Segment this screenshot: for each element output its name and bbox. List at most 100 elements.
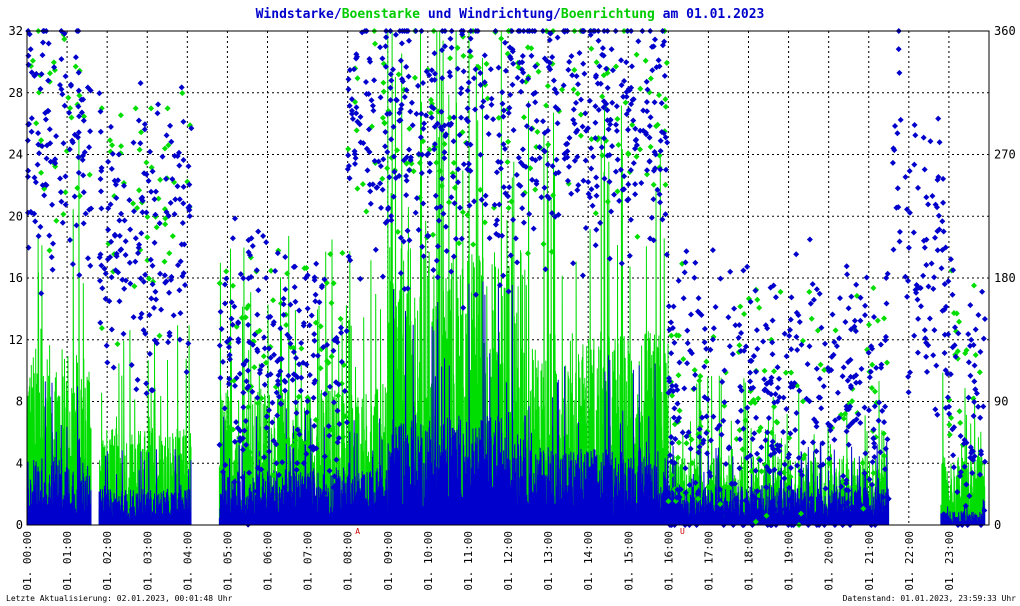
direction-point (826, 423, 833, 430)
direction-point (596, 63, 603, 70)
direction_gust-point (76, 193, 83, 199)
direction-point (447, 35, 454, 42)
direction-point (424, 232, 431, 239)
direction-point (707, 346, 714, 353)
direction-point (243, 357, 250, 364)
direction-point (441, 149, 448, 156)
direction-point (80, 220, 87, 227)
direction-point (397, 106, 404, 112)
direction-point (236, 370, 243, 377)
direction-point (255, 287, 262, 294)
direction-point (228, 299, 235, 306)
direction_gust-point (806, 288, 813, 295)
direction_gust-point (524, 250, 531, 257)
direction_gust-point (263, 359, 269, 366)
direction-point (327, 383, 333, 390)
x-tick-label: 01. 11:00 (462, 531, 475, 591)
direction-point (592, 242, 599, 249)
direction-point (877, 449, 884, 456)
direction-point (862, 312, 868, 319)
direction-point (519, 59, 526, 66)
direction_gust-point (243, 305, 250, 312)
direction-point (744, 263, 751, 270)
direction_gust-point (65, 94, 72, 101)
direction-point (243, 378, 250, 385)
direction-point (751, 430, 758, 437)
direction-point (292, 399, 299, 406)
direction-point (568, 53, 575, 60)
direction-point (681, 269, 688, 276)
direction-point (262, 518, 269, 525)
direction-point (403, 63, 410, 70)
direction-point (540, 118, 546, 125)
direction_gust-point (787, 473, 794, 480)
direction-point (517, 88, 524, 95)
direction-point (149, 387, 156, 394)
direction-point (80, 96, 87, 103)
direction-point (239, 474, 246, 481)
direction_gust-point (394, 228, 401, 235)
direction-point (220, 468, 226, 475)
direction-point (500, 272, 507, 279)
x-tick-label: 01. 09:00 (382, 531, 395, 591)
direction-point (646, 158, 653, 165)
direction-point (61, 30, 68, 37)
direction-point (688, 350, 695, 357)
direction_gust-point (956, 408, 963, 415)
direction-point (409, 122, 416, 129)
x-tick-label: 01. 12:00 (502, 531, 515, 591)
direction-point (62, 73, 69, 80)
direction_gust-point (748, 468, 755, 475)
x-tick-label: 01. 15:00 (622, 531, 635, 591)
direction-point (957, 433, 964, 439)
direction-point (281, 484, 288, 491)
direction-point (662, 134, 669, 141)
direction_gust-point (662, 103, 669, 110)
direction-point (388, 136, 395, 143)
direction_gust-point (954, 348, 961, 355)
direction-point (600, 104, 607, 111)
direction-point (625, 181, 632, 188)
direction-point (860, 514, 866, 521)
direction-point (477, 70, 484, 76)
direction-point (592, 103, 599, 110)
direction_gust-point (61, 36, 68, 43)
direction-point (324, 341, 331, 348)
direction_gust-point (138, 129, 145, 136)
direction-point (832, 417, 839, 424)
direction-point (904, 293, 911, 300)
direction-point (818, 405, 825, 412)
direction-point (44, 108, 51, 114)
direction-point (269, 419, 276, 426)
direction-point (628, 63, 635, 70)
direction-point (829, 311, 836, 318)
direction-point (740, 425, 747, 432)
direction-point (380, 156, 387, 163)
direction-point (863, 274, 870, 281)
direction-point (333, 481, 340, 488)
direction-point (606, 178, 613, 185)
direction-point (85, 255, 91, 262)
direction-point (793, 251, 800, 258)
speed-segment (98, 449, 192, 526)
direction-point (166, 289, 173, 296)
direction-point (391, 168, 398, 175)
direction-point (588, 145, 595, 152)
direction-point (37, 85, 44, 92)
direction_gust-point (504, 159, 511, 165)
direction-point (379, 273, 386, 280)
direction_gust-point (543, 102, 550, 109)
direction-point (679, 429, 686, 436)
direction-point (771, 449, 778, 456)
direction-point (86, 206, 93, 213)
direction_gust-point (768, 429, 775, 436)
direction-point (646, 134, 653, 141)
direction-point (119, 276, 126, 283)
direction-point (707, 437, 714, 444)
direction-point (478, 196, 485, 203)
direction-point (352, 155, 359, 162)
direction-point (279, 459, 286, 466)
direction-point (97, 128, 104, 135)
direction-point (915, 184, 921, 191)
direction-point (140, 278, 147, 285)
